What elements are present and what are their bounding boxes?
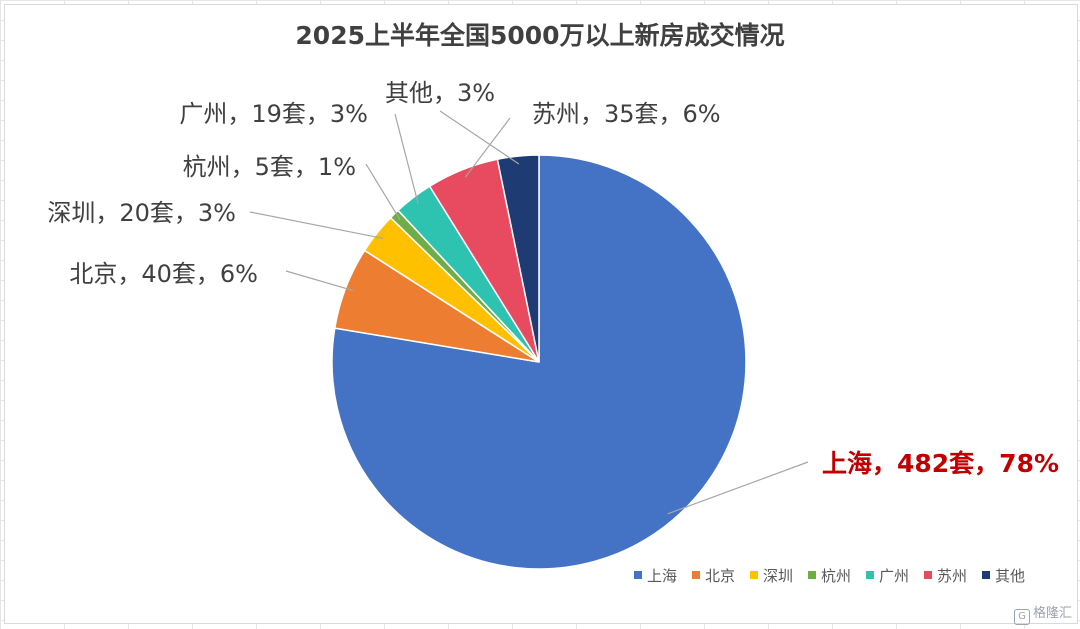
- legend-swatch-3: [808, 571, 816, 579]
- data-labels: 上海，482套，78% 北京，40套，6% 深圳，20套，3% 杭州，5套，1% 广州，…: [47, 79, 1059, 478]
- legend-swatch-1: [692, 571, 700, 579]
- watermark-text: 格隆汇: [1032, 606, 1072, 621]
- leader-line-6: [439, 110, 520, 165]
- legend-swatch-6: [982, 571, 990, 579]
- legend-swatch-5: [924, 571, 932, 579]
- leader-line-0: [667, 461, 809, 515]
- legend-swatch-2: [750, 571, 758, 579]
- data-label-2: 深圳，20套，3%: [47, 199, 236, 227]
- legend-label-3: 杭州: [821, 567, 851, 585]
- legend-label-2: 深圳: [763, 567, 793, 585]
- leader-line-1: [285, 270, 354, 292]
- data-label-5: 苏州，35套，6%: [532, 100, 721, 128]
- watermark: G 格隆汇: [1013, 602, 1072, 625]
- legend-label-5: 苏州: [937, 567, 967, 585]
- leader-line-5: [464, 117, 511, 178]
- data-label-1: 北京，40套，6%: [69, 260, 258, 288]
- leader-line-4: [394, 113, 419, 205]
- legend-label-6: 其他: [995, 567, 1025, 585]
- chart-title: 2025上半年全国5000万以上新房成交情况: [295, 21, 784, 50]
- watermark-logo-icon: G: [1013, 609, 1030, 625]
- legend-label-4: 广州: [879, 567, 909, 585]
- data-label-6: 其他，3%: [385, 79, 495, 107]
- pie-slice-0: [331, 154, 747, 570]
- legend-swatch-4: [866, 571, 874, 579]
- legend: 上海 北京 深圳 杭州 广州 苏州 其他: [634, 567, 1025, 585]
- data-label-4: 广州，19套，3%: [179, 100, 368, 128]
- leader-line-3: [365, 163, 401, 221]
- pie-slice-6: [496, 154, 540, 363]
- leader-lines: [249, 110, 809, 515]
- data-label-3: 杭州，5套，1%: [183, 153, 356, 181]
- legend-swatch-0: [634, 571, 642, 579]
- pie-slices: [331, 154, 747, 570]
- legend-label-0: 上海: [647, 567, 677, 585]
- legend-label-1: 北京: [705, 567, 735, 585]
- leader-line-2: [249, 211, 384, 239]
- data-label-0: 上海，482套，78%: [822, 449, 1059, 478]
